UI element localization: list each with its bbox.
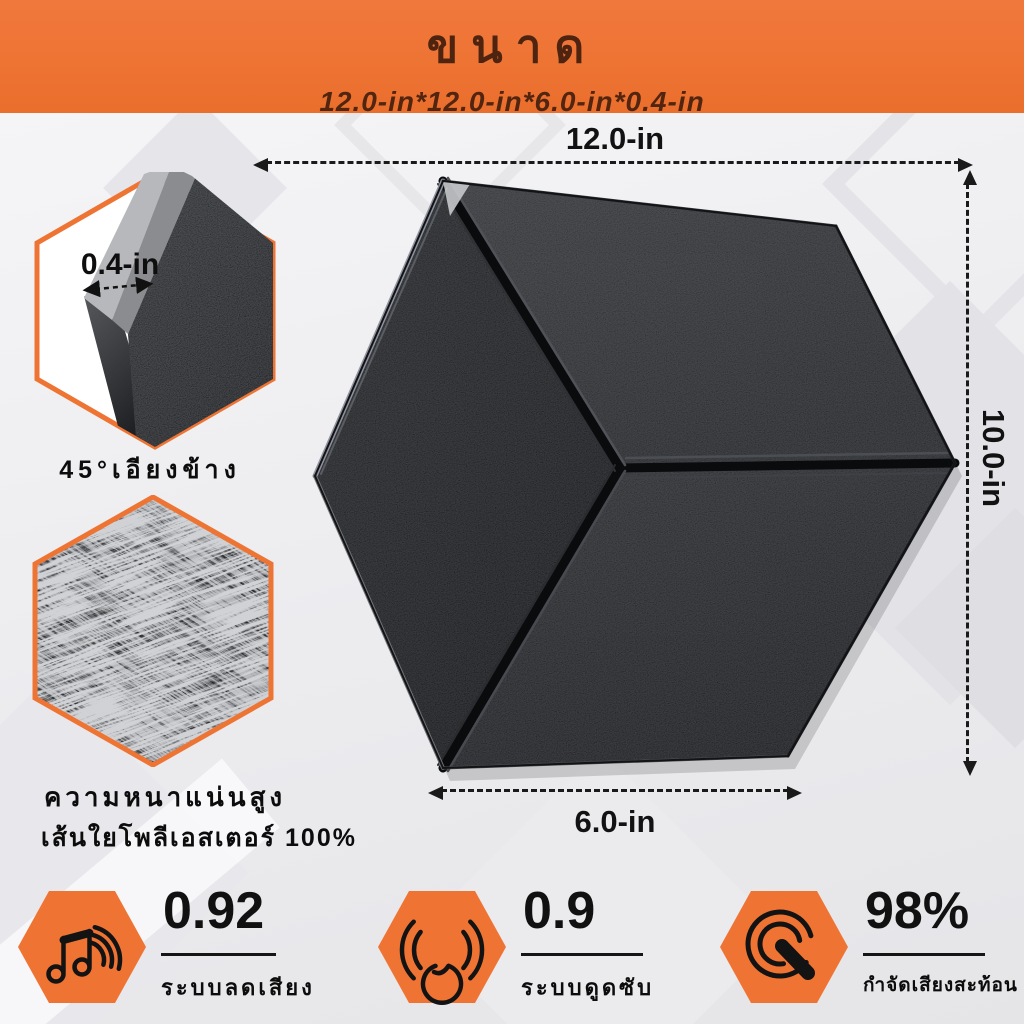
dimension-label-edge: 6.0-in xyxy=(574,804,656,839)
acoustic-panel-3d xyxy=(312,176,962,781)
bevel-edge-callout: 0.4-in xyxy=(34,172,276,450)
music-note-sound-waves-icon xyxy=(18,891,146,1003)
page-title: ขนาด xyxy=(426,20,598,72)
fiber-texture-callout xyxy=(32,495,274,767)
stat-echo-elimination: 98% กำจัดเสียงสะท้อน xyxy=(718,884,1018,1006)
stat-label: ระบบลดเสียง xyxy=(161,974,315,1000)
echo-cancellation-icon xyxy=(720,891,848,1003)
dimension-arrow-height xyxy=(963,170,977,776)
polyester-label: เส้นใยโพลีเอสเตอร์ 100% xyxy=(41,824,357,852)
dimension-arrow-width xyxy=(253,158,973,172)
stat-value: 98% xyxy=(863,884,986,956)
sound-absorption-icon xyxy=(378,891,506,1005)
content-area: 12.0-in 10.0-in 6.0-in xyxy=(0,113,1024,1024)
thickness-label: 0.4-in xyxy=(81,248,159,281)
dimension-label-width: 12.0-in xyxy=(565,121,665,156)
dimension-arrow-edge xyxy=(428,786,802,800)
size-subtitle: 12.0-in*12.0-in*6.0-in*0.4-in xyxy=(319,86,705,117)
stat-noise-reduction: 0.92 ระบบลดเสียง xyxy=(16,884,315,1006)
bevel-angle-label: 45°เอียงข้าง xyxy=(59,456,241,484)
density-label: ความหนาแน่นสูง xyxy=(43,782,287,812)
stat-label: กำจัดเสียงสะท้อน xyxy=(863,974,1018,996)
header-banner: ขนาด 12.0-in*12.0-in*6.0-in*0.4-in xyxy=(0,0,1024,117)
dimension-label-height: 10.0-in xyxy=(976,408,1011,508)
stat-label: ระบบดูดซับ xyxy=(521,974,655,1000)
stat-value: 0.92 xyxy=(161,884,277,956)
stat-sound-absorption: 0.9 ระบบดูดซับ xyxy=(376,884,654,1006)
stat-value: 0.9 xyxy=(521,884,644,956)
